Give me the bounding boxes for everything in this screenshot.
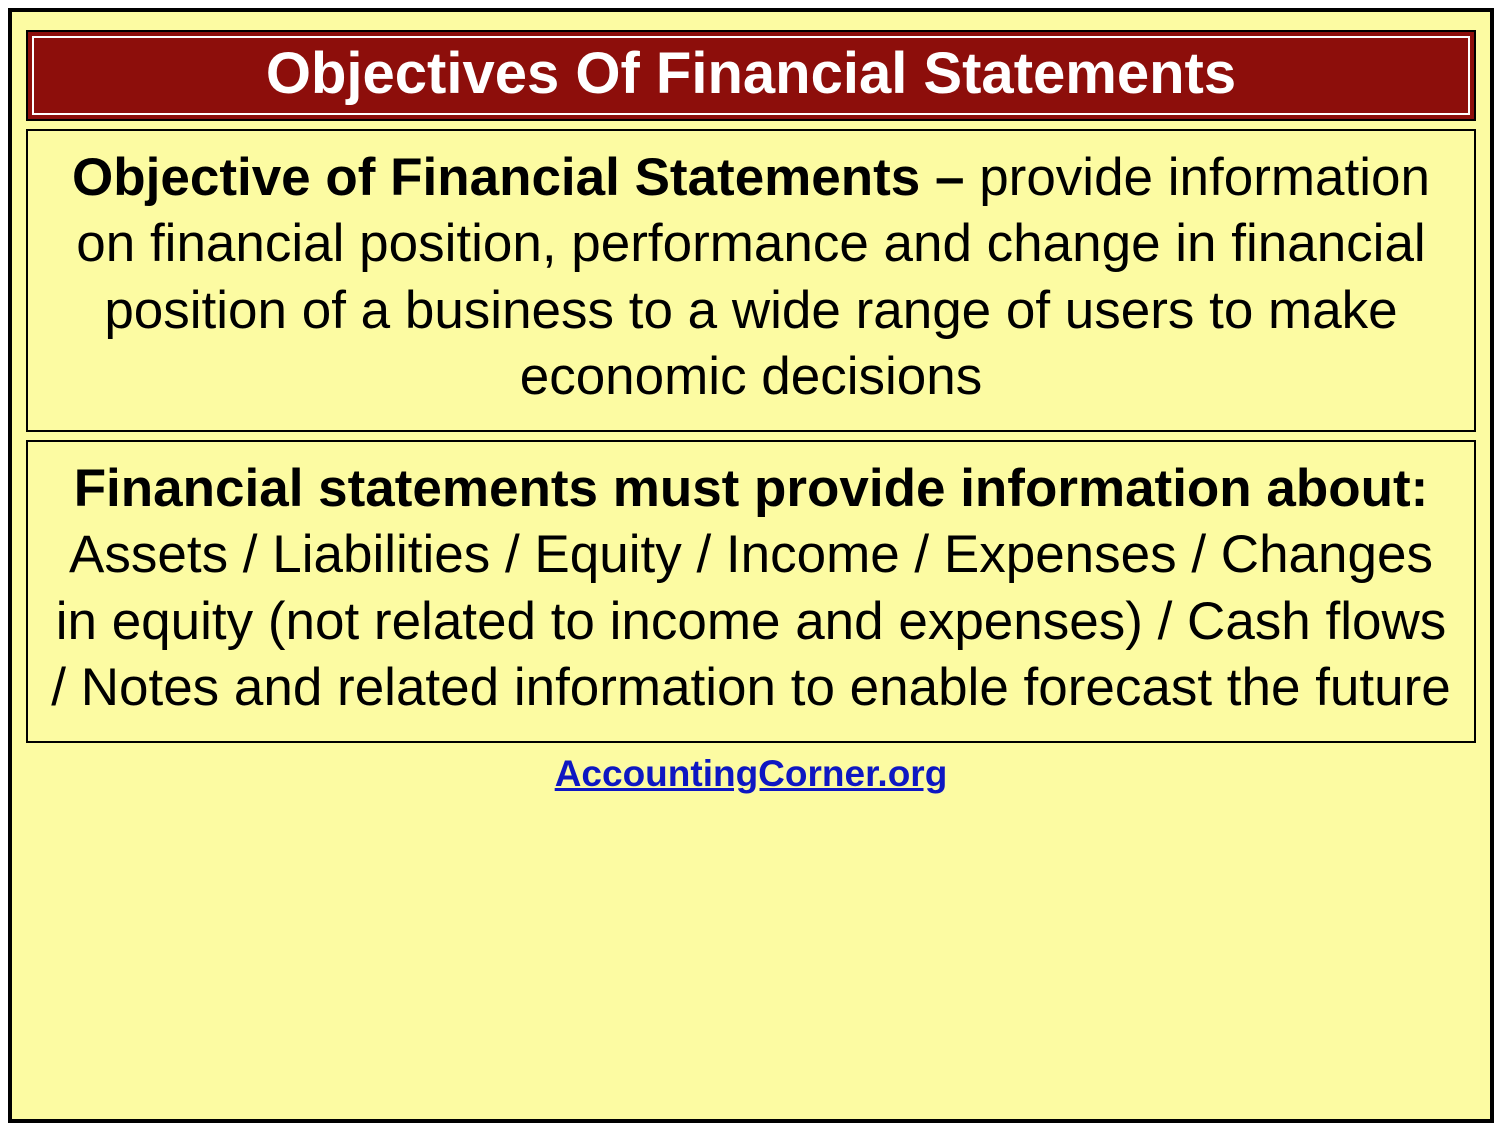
info-about-body: Assets / Liabilities / Equity / Income /… (51, 525, 1450, 717)
slide-frame: Objectives Of Financial Statements Objec… (8, 8, 1494, 1123)
objective-lead: Objective of Financial Statements – (72, 148, 964, 207)
slide-title-text: Objectives Of Financial Statements (266, 41, 1236, 106)
footer: AccountingCorner.org (26, 751, 1476, 795)
slide-title: Objectives Of Financial Statements (26, 30, 1476, 121)
info-about-box: Financial statements must provide inform… (26, 440, 1476, 743)
info-about-lead: Financial statements must provide inform… (74, 459, 1429, 518)
objective-box: Objective of Financial Statements – prov… (26, 129, 1476, 432)
source-link[interactable]: AccountingCorner.org (555, 753, 948, 794)
